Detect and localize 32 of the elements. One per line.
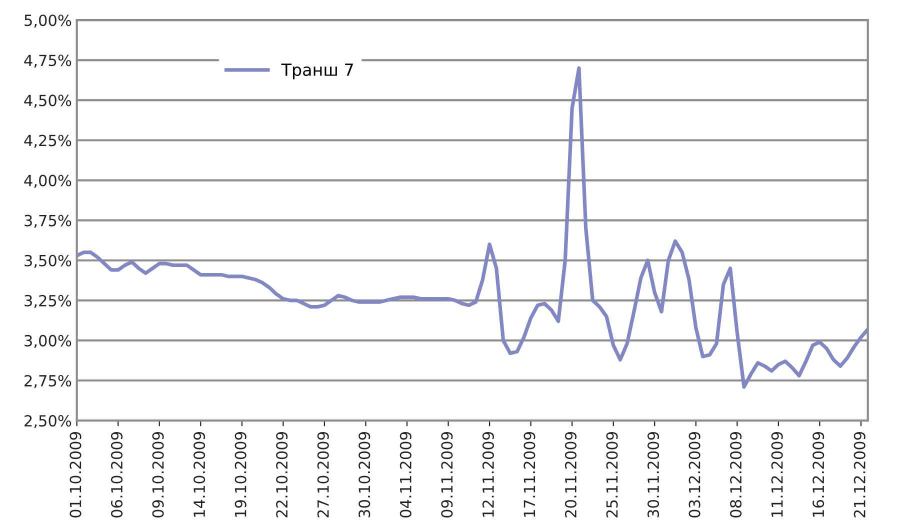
x-tick-label: 25.11.2009 [606,432,618,518]
y-tick-label: 5,00% [24,14,72,28]
x-tick-label: 20.11.2009 [564,432,577,518]
x-tick-label: 04.11.2009 [400,432,412,518]
x-tick-label: 22.10.2009 [276,432,288,518]
x-tick-label: 14.10.2009 [194,432,206,517]
y-tick-label: 4,00% [24,174,72,188]
y-tick-label: 2,75% [24,374,72,388]
y-tick-label: 4,50% [24,94,72,108]
x-tick-label: 17.11.2009 [524,432,536,517]
y-tick-label: 3,25% [24,294,72,308]
x-tick-label: 30.11.2009 [647,432,660,518]
x-tick-label: 03.12.2009 [688,432,700,518]
x-tick-label: 06.10.2009 [110,432,123,518]
x-tick-label: 09.10.2009 [152,432,164,518]
x-tick-label: 27.10.2009 [317,432,329,518]
x-tick-label: 21.12.2009 [854,432,866,518]
x-tick-label: 01.10.2009 [70,432,82,518]
y-tick-label: 3,50% [24,254,72,268]
x-tick-label: 16.12.2009 [812,432,824,517]
x-tick-label: 12.11.2009 [482,432,494,517]
y-tick-label: 4,75% [24,54,72,68]
y-tick-label: 4,25% [24,134,72,148]
x-tick-label: 08.12.2009 [730,432,742,518]
y-tick-label: 3,75% [24,214,72,228]
legend-label: Транш 7 [281,64,353,80]
x-tick-label: 09.11.2009 [441,432,453,518]
x-tick-label: 19.10.2009 [234,432,246,517]
y-tick-label: 2,50% [24,415,72,428]
y-tick-label: 3,00% [24,334,72,348]
x-tick-label: 11.12.2009 [771,432,783,517]
x-tick-label: 30.10.2009 [358,432,370,518]
